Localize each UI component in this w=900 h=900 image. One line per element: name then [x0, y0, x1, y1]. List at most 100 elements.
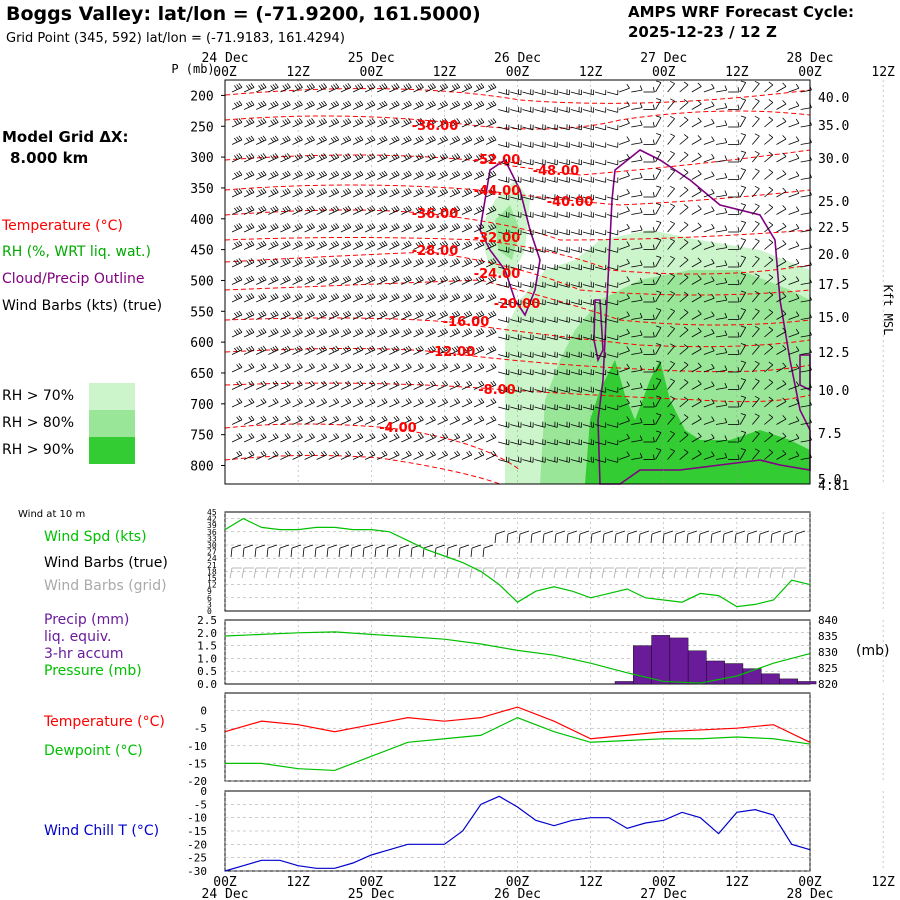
wind-barb	[425, 86, 436, 93]
wind-barb-flag	[347, 240, 352, 246]
wind-barb	[606, 319, 618, 323]
wind-barb	[268, 366, 279, 373]
wind-barb-flag	[393, 381, 398, 387]
wind-barb	[751, 433, 760, 443]
wind-barb	[413, 261, 424, 268]
wind-barb-flag	[395, 100, 400, 106]
wind-barb-flag	[724, 330, 728, 336]
wind-barb-flag	[454, 241, 458, 247]
wind-barb-flag	[429, 154, 434, 159]
wind-barb-flag	[381, 84, 386, 89]
wind-barb-flag	[248, 189, 253, 194]
wind-barb	[292, 436, 303, 443]
wind-barb-flag	[383, 293, 388, 298]
wind-barb-flag	[478, 241, 483, 247]
wind-barb-flag	[284, 276, 289, 282]
wind-barb	[667, 433, 675, 443]
wind-barb-flag	[652, 314, 655, 320]
wind-barb	[715, 177, 727, 180]
wind-barb-flag	[420, 380, 424, 386]
wind-barb-flag	[284, 399, 289, 404]
wind-barb-flag	[330, 260, 335, 265]
wind-barb	[304, 401, 315, 408]
wind-barb	[268, 174, 279, 180]
wind-barb-flag	[333, 364, 337, 369]
wind-barb-flag	[234, 260, 238, 265]
wind-barb-flag	[258, 155, 262, 160]
wind-barb	[231, 314, 243, 320]
wind-barb	[364, 296, 376, 303]
wind-barb-flag	[330, 330, 335, 335]
wind-barb-flag	[379, 260, 383, 265]
wind-barb	[510, 144, 522, 148]
wind-barb	[751, 310, 760, 320]
wind-barb-flag	[371, 450, 376, 456]
wind-barb	[377, 261, 388, 268]
wind-barb	[691, 278, 702, 285]
wind-barb	[352, 104, 364, 110]
wind-barb-flag	[626, 451, 630, 456]
wind-barb	[606, 354, 618, 358]
wind-barb	[437, 209, 448, 215]
wind-barb	[377, 139, 388, 145]
wind-barb-grid	[529, 567, 533, 579]
wind-barb-flag	[345, 276, 349, 282]
wind-barb-flag	[454, 171, 458, 177]
wind-barb-flag	[284, 189, 289, 194]
wind-barb	[473, 349, 485, 355]
wind-barb-flag	[299, 380, 303, 386]
wind-barb-flag	[323, 100, 327, 106]
wind-barb-flag	[488, 172, 492, 178]
pressure-tick: 400	[190, 213, 213, 228]
wind-barb	[582, 266, 594, 271]
wind-barb-flag	[262, 100, 267, 106]
wind-barb	[764, 154, 774, 163]
wind-barb-flag	[478, 154, 483, 159]
wind-barb-flag	[683, 204, 689, 208]
wind-barb	[449, 279, 460, 285]
wind-barb-flag	[656, 133, 662, 136]
wind-barb-true	[650, 533, 653, 544]
temperature-series-legend: Temperature (°C)	[44, 714, 165, 730]
wind-barb-flag	[342, 330, 347, 335]
wind-barb-flag	[639, 190, 643, 196]
wind-barb-flag	[250, 205, 255, 211]
wind-barb	[304, 226, 315, 233]
wind-barb	[304, 209, 315, 215]
wind-barb-flag	[345, 224, 349, 229]
wind-barb-flag	[262, 153, 267, 158]
wind-barb-flag	[311, 363, 315, 368]
wind-barb	[352, 226, 364, 233]
wind-barb-flag	[321, 364, 325, 369]
wind-barb-flag	[345, 241, 349, 247]
wind-barb	[606, 406, 618, 411]
wind-barb-flag	[262, 135, 267, 141]
bottom-hour-label: 00Z	[798, 875, 822, 890]
wind-barb-flag	[333, 84, 337, 89]
wind-barb-true	[231, 544, 242, 549]
dewpoint-series-legend: Dewpoint (°C)	[44, 743, 143, 759]
wind-barb-flag	[262, 363, 267, 368]
wind-barb	[739, 379, 747, 390]
wind-speed-tick: 12	[207, 581, 217, 590]
wind-barb	[619, 157, 630, 163]
wind-barb-flag	[768, 449, 774, 453]
wind-barb-flag	[754, 80, 760, 84]
wind-barb-flag	[323, 380, 327, 386]
wind-barb	[413, 174, 424, 180]
wind-barb	[764, 84, 774, 93]
wind-barb-flag	[262, 310, 267, 316]
wind-barb-flag	[393, 294, 398, 299]
wind-barb-flag	[740, 290, 746, 293]
wind-barb	[292, 191, 303, 198]
wind-barb-flag	[345, 399, 349, 404]
wind-barb-flag	[456, 363, 461, 368]
wind-barb-flag	[347, 363, 352, 368]
wind-barb-flag	[444, 310, 448, 316]
wind-barb	[558, 249, 570, 253]
wind-barb-flag	[490, 294, 495, 299]
wind-barb-flag	[468, 433, 473, 438]
wind-barb-flag	[683, 396, 689, 401]
wind-barb-flag	[429, 311, 434, 317]
wind-barb	[340, 279, 352, 285]
